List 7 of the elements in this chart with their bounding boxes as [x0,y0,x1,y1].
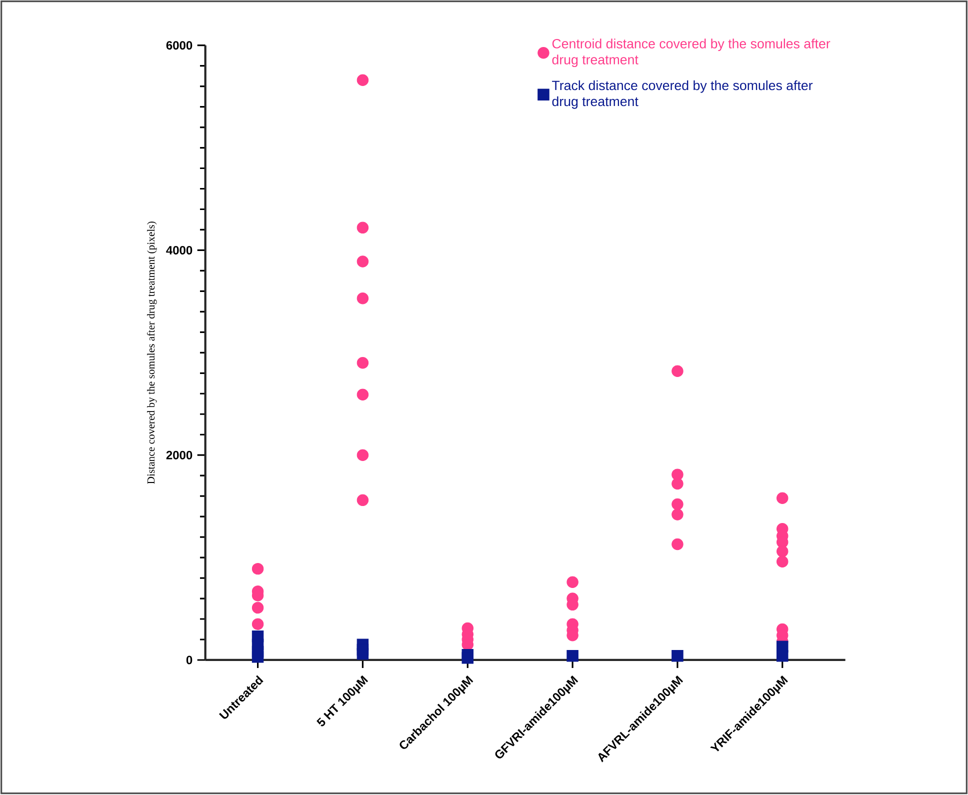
y-tick-label: 6000 [166,41,192,50]
y-tick-label: 0 [186,656,192,664]
legend-label: Track distance covered by the somules after drug treatment [552,80,813,109]
y-tick-label: 2000 [166,451,192,460]
y-axis-title: Distance covered by the somules after drug treatment (pixels) [146,222,157,484]
y-tick-label: 4000 [166,246,192,255]
legend-label: Centroid distance covered by the somules after drug treatment [552,38,830,68]
